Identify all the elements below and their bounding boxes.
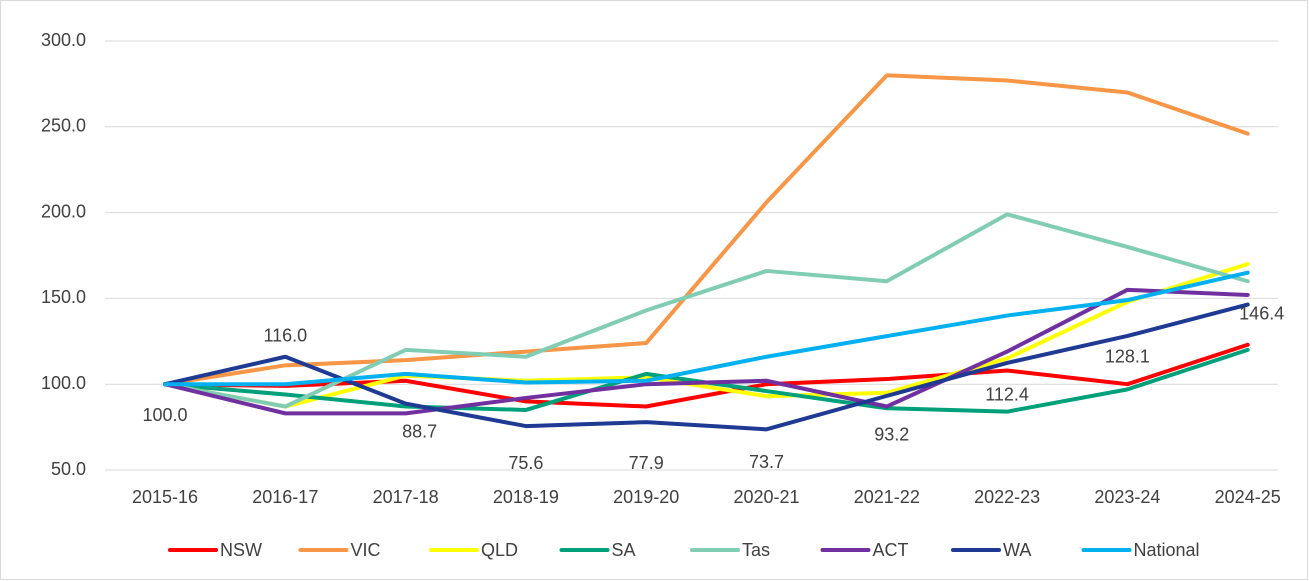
data-label: 100.0: [142, 405, 187, 425]
series-line: [163, 262, 1250, 409]
legend-label: ACT: [873, 540, 909, 560]
data-label: 88.7: [402, 421, 437, 441]
data-label: 128.1: [1105, 347, 1150, 367]
data-label: 75.6: [508, 453, 543, 473]
x-tick-label: 2017-18: [373, 487, 439, 507]
x-tick-label: 2023-24: [1094, 487, 1160, 507]
y-tick-label: 250.0: [41, 116, 86, 136]
legend-label: Tas: [742, 540, 770, 560]
x-tick-label: 2021-22: [854, 487, 920, 507]
data-label: 93.2: [874, 425, 909, 445]
series-line: [163, 342, 1250, 409]
y-tick-label: 100.0: [41, 373, 86, 393]
data-label: 116.0: [263, 325, 307, 345]
data-label: 146.4: [1239, 303, 1284, 323]
x-tick-label: 2018-19: [493, 487, 559, 507]
x-tick-label: 2022-23: [974, 487, 1040, 507]
data-label: 112.4: [985, 385, 1029, 405]
legend-label: SA: [612, 540, 636, 560]
legend-label: National: [1134, 540, 1200, 560]
x-tick-label: 2019-20: [613, 487, 679, 507]
legend-label: WA: [1003, 540, 1031, 560]
y-tick-label: 200.0: [41, 201, 86, 221]
x-tick-label: 2016-17: [252, 487, 318, 507]
x-tick-label: 2020-21: [733, 487, 799, 507]
y-tick-label: 300.0: [41, 30, 86, 50]
legend-label: NSW: [220, 540, 262, 560]
y-tick-label: 150.0: [41, 287, 86, 307]
x-tick-label: 2024-25: [1215, 487, 1281, 507]
series-line: [163, 287, 1250, 416]
data-label: 73.7: [749, 452, 784, 472]
legend-label: VIC: [351, 540, 381, 560]
series-line: [163, 73, 1250, 387]
data-label: 77.9: [629, 453, 664, 473]
series-line: [163, 270, 1250, 387]
legend-label: QLD: [481, 540, 518, 560]
y-tick-label: 50.0: [51, 459, 86, 479]
x-tick-label: 2015-16: [132, 487, 198, 507]
